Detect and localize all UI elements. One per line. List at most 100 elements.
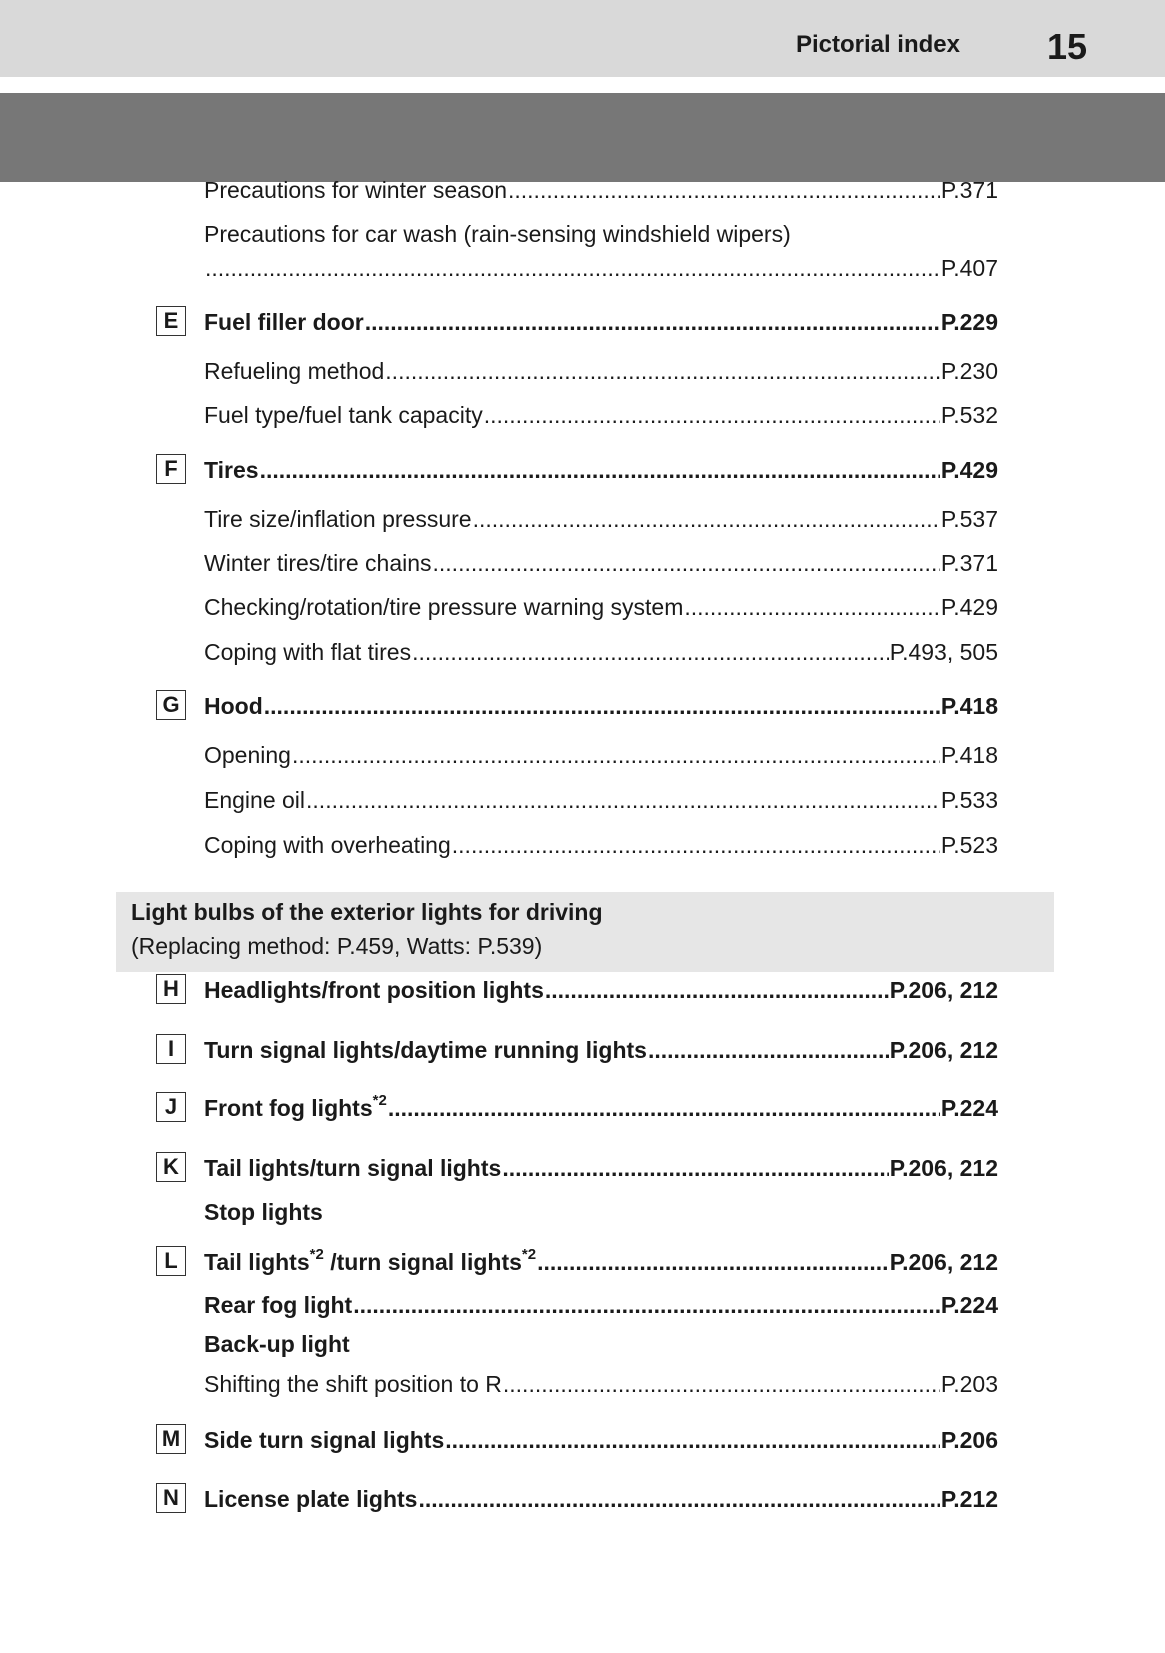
page-reference: P.224 [940, 1095, 998, 1121]
dot-leader [353, 1290, 940, 1320]
dot-leader [473, 504, 940, 534]
index-entry: Winter tires/tire chains P.371 [204, 548, 998, 578]
index-entry: Opening P.418 [204, 740, 998, 770]
entry-label: Side turn signal lights [204, 1427, 445, 1453]
dot-leader [537, 1247, 889, 1277]
entry-label: Tail lights*2 /turn signal lights*2 [204, 1247, 536, 1277]
dot-leader [264, 691, 940, 721]
dot-leader [545, 975, 889, 1005]
dot-leader [684, 592, 939, 622]
page-reference: P.407 [940, 255, 998, 281]
dot-leader [502, 1153, 888, 1183]
entry-label: Turn signal lights/daytime running light… [204, 1037, 647, 1063]
index-entry: Rear fog light P.224 [204, 1290, 998, 1320]
dot-leader [412, 637, 889, 667]
page-header: Pictorial index 15 [0, 0, 1165, 77]
dot-leader [205, 253, 940, 283]
dot-leader [648, 1035, 889, 1065]
item-letter-box: H [156, 974, 186, 1004]
page-reference: P.229 [940, 309, 998, 335]
index-entry: Coping with flat tires P.493, 505 [204, 637, 998, 667]
page-reference: P.418 [940, 742, 998, 768]
item-letter-box: J [156, 1092, 186, 1122]
page-reference: P.418 [940, 693, 998, 719]
page-reference: P.429 [940, 594, 998, 620]
page-reference: P.206, 212 [889, 977, 998, 1003]
index-entry: M Side turn signal lights P.206 [156, 1424, 998, 1455]
entry-label: Front fog lights*2 [204, 1093, 387, 1123]
entry-label: Hood [204, 693, 263, 719]
entry-label: Precautions for car wash (rain-sensing w… [204, 221, 791, 247]
dot-leader [365, 307, 940, 337]
entry-label-part: Tail lights [204, 1249, 310, 1275]
dot-leader [388, 1093, 940, 1123]
dot-leader [452, 830, 940, 860]
entry-label: Tires [204, 457, 259, 483]
index-entry: Engine oil P.533 [204, 785, 998, 815]
index-entry: Refueling method P.230 [204, 356, 998, 386]
entry-label: Precautions for winter season [204, 177, 507, 203]
page-reference: P.203 [940, 1371, 998, 1397]
item-letter-box: E [156, 306, 186, 336]
item-letter-box: M [156, 1424, 186, 1454]
entry-label-part: /turn signal lights [323, 1249, 522, 1275]
page-reference: P.429 [940, 457, 998, 483]
index-entry: Checking/rotation/tire pressure warning … [204, 592, 998, 622]
index-entry: I Turn signal lights/daytime running ligh… [156, 1034, 998, 1065]
footnote-marker: *2 [521, 1246, 537, 1264]
page-reference: P.212 [940, 1486, 998, 1512]
footnote-marker: *2 [372, 1092, 387, 1110]
index-entry: P.407 [204, 253, 998, 283]
lights-box-subtitle: (Replacing method: P.459, Watts: P.539) [131, 933, 543, 959]
page-reference: P.523 [940, 832, 998, 858]
entry-label: Back-up light [204, 1331, 350, 1357]
lights-box-title: Light bulbs of the exterior lights for d… [131, 899, 603, 925]
page-reference: P.206, 212 [889, 1037, 998, 1063]
index-entry: K Tail lights/turn signal lights P.206, 2… [156, 1152, 998, 1183]
index-entry: Precautions for winter season P.371 [204, 175, 998, 205]
dot-leader [292, 740, 940, 770]
entry-label: License plate lights [204, 1486, 418, 1512]
dot-leader [503, 1369, 940, 1399]
index-entry: Back-up light [204, 1329, 998, 1359]
item-letter-box: K [156, 1152, 186, 1182]
index-entry: Tire size/inflation pressure P.537 [204, 504, 998, 534]
dot-leader [484, 400, 940, 430]
entry-label: Headlights/front position lights [204, 977, 544, 1003]
entry-label: Engine oil [204, 787, 306, 813]
dot-leader [260, 455, 940, 485]
item-letter-box: I [156, 1034, 186, 1064]
index-entry: E Fuel filler door P.229 [156, 306, 998, 337]
dot-leader [433, 548, 940, 578]
entry-label-part: Front fog lights [204, 1095, 373, 1121]
page-number: 15 [1046, 26, 1087, 67]
index-entry: Stop lights [204, 1197, 998, 1227]
page-reference: P.532 [940, 402, 998, 428]
entry-label: Winter tires/tire chains [204, 550, 432, 576]
entry-label: Coping with overheating [204, 832, 451, 858]
entry-label: Opening [204, 742, 291, 768]
index-entry: H Headlights/front position lights P.206, … [156, 974, 998, 1005]
dot-leader [418, 1484, 939, 1514]
section-title: Pictorial index [795, 31, 960, 58]
entry-label: Tail lights/turn signal lights [204, 1155, 502, 1181]
item-letter-box: G [156, 690, 186, 720]
dot-leader [306, 785, 940, 815]
entry-label: Coping with flat tires [204, 639, 412, 665]
entry-label: Shifting the shift position to R [204, 1371, 502, 1397]
entry-label: Stop lights [204, 1199, 323, 1225]
lights-info-box: Light bulbs of the exterior lights for d… [116, 892, 1054, 972]
index-entry: Coping with overheating P.523 [204, 830, 998, 860]
index-entry: N License plate lights P.212 [156, 1483, 998, 1514]
header-band [0, 93, 1165, 182]
index-entry: Fuel type/fuel tank capacity P.532 [204, 400, 998, 430]
entry-label: Checking/rotation/tire pressure warning … [204, 594, 684, 620]
footnote-marker: *2 [309, 1246, 324, 1264]
entry-label: Tire size/inflation pressure [204, 506, 472, 532]
item-letter-box: L [156, 1246, 186, 1276]
entry-label: Refueling method [204, 358, 385, 384]
page-reference: P.206, 212 [889, 1155, 998, 1181]
item-letter-box: N [156, 1483, 186, 1513]
page-reference: P.224 [940, 1292, 998, 1318]
